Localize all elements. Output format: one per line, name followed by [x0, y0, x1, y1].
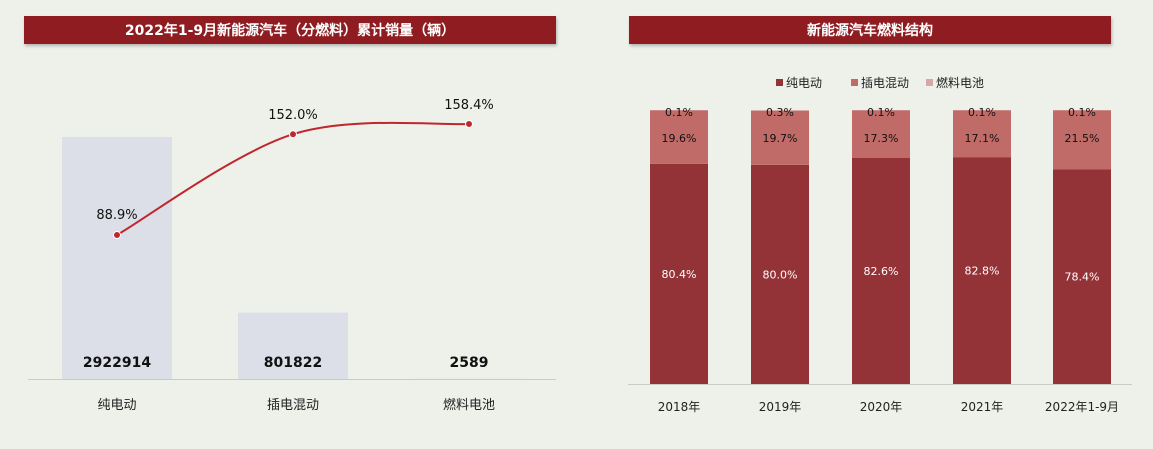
stacked-bar-segment — [852, 110, 910, 158]
growth-point-1 — [289, 130, 297, 139]
stacked-bar-segment — [650, 110, 708, 164]
segment-label: 78.4% — [1065, 271, 1100, 284]
growth-label: 158.4% — [444, 98, 494, 113]
stacked-bar-segment — [751, 110, 809, 165]
legend-swatch-2 — [926, 79, 933, 86]
growth-point-2 — [465, 120, 473, 128]
bar-1 — [238, 312, 348, 379]
bar-value-label: 2589 — [450, 355, 489, 371]
bar-value-label: 801822 — [264, 355, 322, 371]
structure-panel: 新能源汽车燃料结构 纯电动 插电混动 燃料电池 80.4% 19.6% 0.1% 2018年… — [600, 0, 1153, 449]
legend-swatch-1 — [851, 79, 858, 86]
x-tick-label: 纯电动 — [97, 398, 136, 413]
legend-label: 燃料电池 — [936, 75, 984, 90]
stacked-bar-segment — [852, 157, 910, 384]
stacked-bar-segment — [953, 110, 1011, 158]
legend-label: 插电混动 — [861, 76, 909, 90]
stacked-bar-segment — [953, 157, 1011, 384]
stacked-bar-segment — [751, 164, 809, 384]
legend-swatch-0 — [776, 79, 783, 86]
segment-label: 17.1% — [965, 132, 1000, 145]
stacked-bar-segment — [1053, 169, 1111, 384]
segment-label: 82.8% — [965, 265, 1000, 278]
segment-label: 0.3% — [766, 106, 794, 119]
sales-chart: 2922914 纯电动 801822 插电混动 2589 燃料电池 88.9% 152.0% 1… — [28, 98, 556, 413]
structure-chart-title: 新能源汽车燃料结构 — [629, 16, 1111, 44]
stacked-bar-segment — [650, 163, 708, 384]
growth-label: 88.9% — [96, 208, 137, 223]
segment-label: 17.3% — [864, 132, 899, 145]
stacked-bar-segment — [1053, 110, 1111, 170]
segment-label: 0.1% — [968, 106, 996, 119]
sales-panel: 2022年1-9月新能源汽车（分燃料）累计销量（辆） 2922914 纯电动 801… — [24, 16, 556, 413]
stacked-bar-segment — [751, 110, 809, 111]
sales-chart-title: 2022年1-9月新能源汽车（分燃料）累计销量（辆） — [24, 16, 556, 44]
segment-label: 19.7% — [763, 132, 798, 145]
x-tick-label: 2021年 — [961, 400, 1004, 414]
segment-label: 0.1% — [665, 106, 693, 119]
x-tick-label: 燃料电池 — [443, 397, 495, 413]
segment-label: 80.0% — [763, 268, 798, 281]
x-tick-label: 2019年 — [759, 400, 802, 414]
legend-label: 纯电动 — [786, 76, 822, 90]
x-tick-label: 插电混动 — [267, 398, 319, 413]
bar-0 — [62, 137, 172, 379]
growth-point-0 — [113, 231, 121, 239]
segment-label: 21.5% — [1065, 132, 1100, 145]
segment-label: 19.6% — [662, 132, 697, 145]
bar-value-label: 2922914 — [83, 355, 151, 371]
x-tick-label: 2022年1-9月 — [1045, 400, 1119, 414]
segment-label: 0.1% — [1068, 106, 1096, 119]
x-tick-label: 2018年 — [658, 400, 701, 414]
segment-label: 82.6% — [864, 265, 899, 278]
structure-chart: 纯电动 插电混动 燃料电池 80.4% 19.6% 0.1% 2018年 80.0% 19.7%… — [628, 75, 1132, 414]
segment-label: 80.4% — [662, 268, 697, 281]
segment-label: 0.1% — [867, 106, 895, 119]
x-tick-label: 2020年 — [860, 400, 903, 414]
growth-label: 152.0% — [268, 108, 318, 123]
